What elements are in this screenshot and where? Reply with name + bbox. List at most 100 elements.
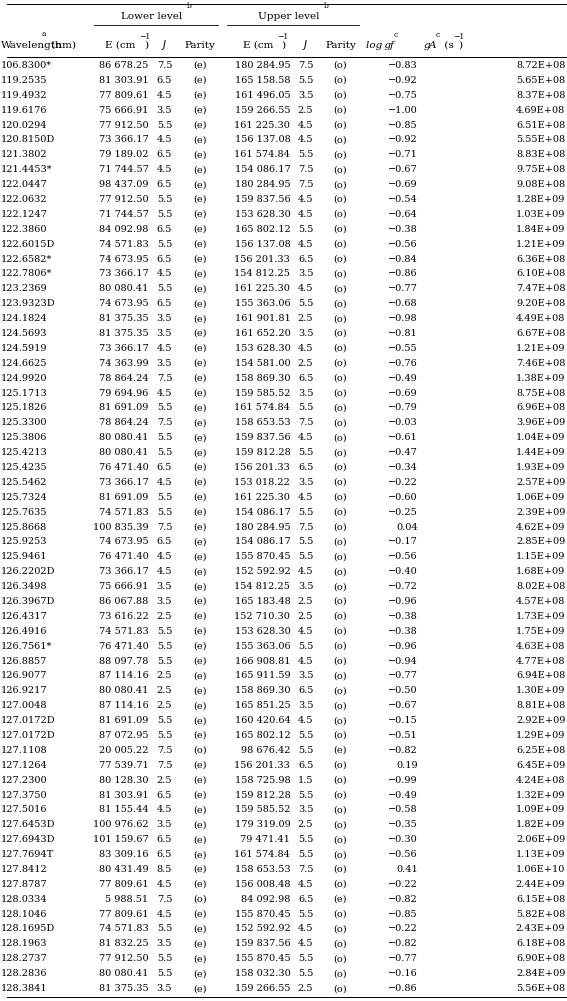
Text: 98 437.09: 98 437.09 xyxy=(99,180,149,189)
Text: 3.5: 3.5 xyxy=(156,329,172,338)
Text: 3.5: 3.5 xyxy=(298,477,314,486)
Text: (o): (o) xyxy=(333,835,348,844)
Text: 7.47E+08: 7.47E+08 xyxy=(516,284,565,293)
Text: 127.2300: 127.2300 xyxy=(1,776,48,785)
Text: 6.5: 6.5 xyxy=(156,180,172,189)
Text: 2.5: 2.5 xyxy=(298,612,314,621)
Text: (e): (e) xyxy=(193,687,206,696)
Text: 161 225.30: 161 225.30 xyxy=(234,492,290,502)
Text: 4.5: 4.5 xyxy=(298,344,314,353)
Text: 6.36E+08: 6.36E+08 xyxy=(516,254,565,263)
Text: 161 225.30: 161 225.30 xyxy=(234,120,290,129)
Text: ): ) xyxy=(459,41,463,49)
Text: 6.5: 6.5 xyxy=(298,254,314,263)
Text: (o): (o) xyxy=(333,448,348,457)
Text: 4.5: 4.5 xyxy=(298,210,314,219)
Text: 2.5: 2.5 xyxy=(156,672,172,681)
Text: 125.1826: 125.1826 xyxy=(1,403,48,412)
Text: 127.8412: 127.8412 xyxy=(1,865,48,874)
Text: 7.5: 7.5 xyxy=(156,373,172,382)
Text: −0.47: −0.47 xyxy=(388,448,418,457)
Text: 5.5: 5.5 xyxy=(298,538,314,547)
Text: 87 114.16: 87 114.16 xyxy=(99,672,149,681)
Text: −0.86: −0.86 xyxy=(388,984,418,993)
Text: 1.5: 1.5 xyxy=(298,776,314,785)
Text: 3.5: 3.5 xyxy=(156,984,172,993)
Text: 6.5: 6.5 xyxy=(298,895,314,904)
Text: 159 266.55: 159 266.55 xyxy=(235,106,290,115)
Text: (e): (e) xyxy=(193,731,206,740)
Text: 5.5: 5.5 xyxy=(156,195,172,204)
Text: 77 539.71: 77 539.71 xyxy=(99,761,149,770)
Text: 2.43E+09: 2.43E+09 xyxy=(516,925,565,934)
Text: (o): (o) xyxy=(333,865,348,874)
Text: 127.1264: 127.1264 xyxy=(1,761,48,770)
Text: 81 691.09: 81 691.09 xyxy=(99,716,149,725)
Text: 74 673.95: 74 673.95 xyxy=(99,299,149,308)
Text: 126.9217: 126.9217 xyxy=(1,687,48,696)
Text: 5.56E+08: 5.56E+08 xyxy=(516,984,565,993)
Text: 4.63E+08: 4.63E+08 xyxy=(516,642,565,651)
Text: −0.56: −0.56 xyxy=(388,239,418,248)
Text: 80 080.41: 80 080.41 xyxy=(99,448,149,457)
Text: −0.94: −0.94 xyxy=(388,657,418,666)
Text: 8.81E+08: 8.81E+08 xyxy=(516,701,565,710)
Text: 9.75E+08: 9.75E+08 xyxy=(516,165,565,174)
Text: −0.61: −0.61 xyxy=(388,433,418,442)
Text: 3.5: 3.5 xyxy=(156,939,172,948)
Text: 5.5: 5.5 xyxy=(156,120,172,129)
Text: 4.5: 4.5 xyxy=(298,120,314,129)
Text: 179 319.09: 179 319.09 xyxy=(235,820,290,829)
Text: 125.1713: 125.1713 xyxy=(1,388,48,397)
Text: 4.24E+08: 4.24E+08 xyxy=(516,776,565,785)
Text: 71 744.57: 71 744.57 xyxy=(99,210,149,219)
Text: (e): (e) xyxy=(193,314,206,323)
Text: 7.5: 7.5 xyxy=(156,895,172,904)
Text: −0.69: −0.69 xyxy=(388,180,418,189)
Text: −0.79: −0.79 xyxy=(388,403,418,412)
Text: 127.0172D: 127.0172D xyxy=(1,731,56,740)
Text: 79 471.41: 79 471.41 xyxy=(240,835,290,844)
Text: 126.9077: 126.9077 xyxy=(1,672,48,681)
Text: g: g xyxy=(424,41,430,49)
Text: −0.83: −0.83 xyxy=(388,61,418,70)
Text: 122.7806*: 122.7806* xyxy=(1,269,53,278)
Text: 1.06E+10: 1.06E+10 xyxy=(516,865,565,874)
Text: (e): (e) xyxy=(193,106,206,115)
Text: 156 201.33: 156 201.33 xyxy=(234,254,290,263)
Text: a: a xyxy=(42,30,46,38)
Text: (nm): (nm) xyxy=(48,41,75,49)
Text: b: b xyxy=(187,2,192,10)
Text: −0.71: −0.71 xyxy=(388,150,418,159)
Text: −0.15: −0.15 xyxy=(388,716,418,725)
Text: 98 676.42: 98 676.42 xyxy=(241,746,290,755)
Text: −0.16: −0.16 xyxy=(388,969,418,978)
Text: −1.00: −1.00 xyxy=(388,106,418,115)
Text: 3.5: 3.5 xyxy=(298,806,314,815)
Text: 121.3802: 121.3802 xyxy=(1,150,48,159)
Text: 125.7324: 125.7324 xyxy=(1,492,48,502)
Text: −0.86: −0.86 xyxy=(388,269,418,278)
Text: (o): (o) xyxy=(333,210,348,219)
Text: 1.29E+09: 1.29E+09 xyxy=(516,731,565,740)
Text: (e): (e) xyxy=(193,791,206,800)
Text: 161 574.84: 161 574.84 xyxy=(234,403,290,412)
Text: 153 628.30: 153 628.30 xyxy=(235,210,290,219)
Text: 7.5: 7.5 xyxy=(298,61,314,70)
Text: −0.56: −0.56 xyxy=(388,553,418,562)
Text: 166 908.81: 166 908.81 xyxy=(235,657,290,666)
Text: 2.5: 2.5 xyxy=(298,314,314,323)
Text: 4.5: 4.5 xyxy=(298,716,314,725)
Text: 154 812.25: 154 812.25 xyxy=(234,269,290,278)
Text: −0.67: −0.67 xyxy=(388,165,418,174)
Text: (e): (e) xyxy=(193,627,206,636)
Text: 161 225.30: 161 225.30 xyxy=(234,284,290,293)
Text: 6.90E+08: 6.90E+08 xyxy=(516,954,565,963)
Text: 128.0334: 128.0334 xyxy=(1,895,48,904)
Text: 5.5: 5.5 xyxy=(156,627,172,636)
Text: 80 431.49: 80 431.49 xyxy=(99,865,149,874)
Text: A: A xyxy=(429,41,437,49)
Text: −1: −1 xyxy=(454,33,465,41)
Text: 3.5: 3.5 xyxy=(298,672,314,681)
Text: 5.5: 5.5 xyxy=(298,299,314,308)
